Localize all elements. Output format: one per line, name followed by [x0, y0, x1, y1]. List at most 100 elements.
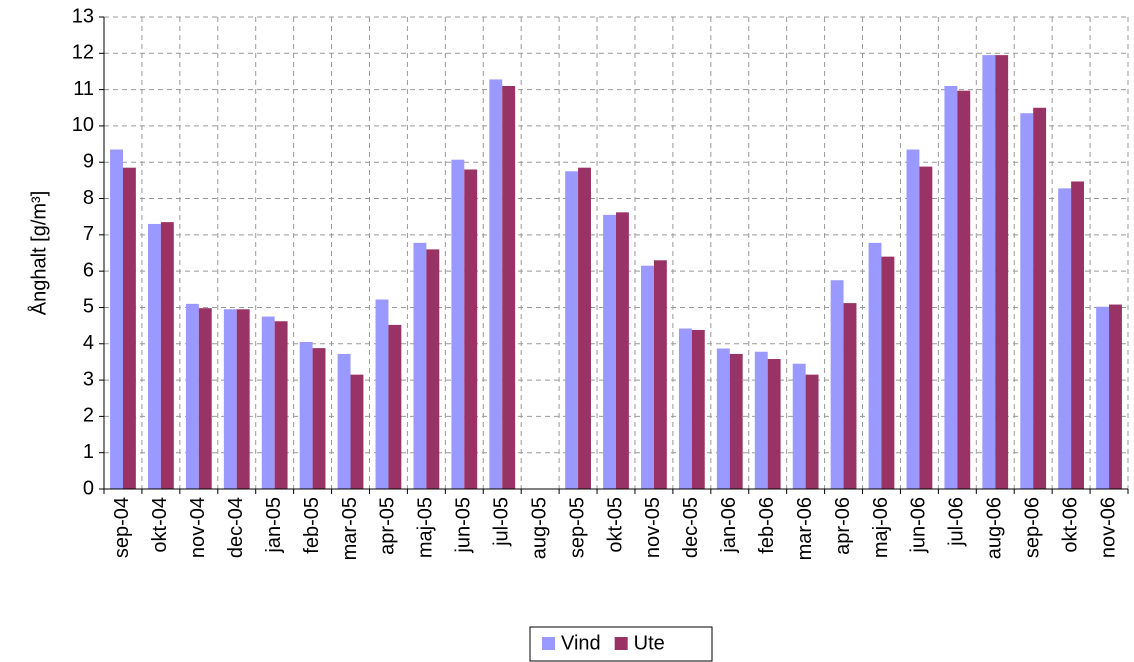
- y-tick-label: 13: [72, 5, 94, 27]
- bar: [337, 353, 351, 489]
- x-tick-label: jul-05: [491, 497, 513, 547]
- bar: [603, 214, 616, 489]
- x-tick-label: nov-04: [187, 497, 209, 558]
- bar: [236, 309, 250, 489]
- y-tick-label: 0: [83, 477, 94, 499]
- legend-swatch: [542, 637, 555, 650]
- legend-label: Vind: [561, 632, 601, 654]
- bar: [312, 348, 326, 489]
- y-tick-label: 2: [83, 405, 94, 427]
- x-tick-label: nov-05: [642, 497, 664, 558]
- bar: [426, 249, 440, 489]
- bar: [767, 359, 781, 489]
- x-tick-label: apr-05: [377, 497, 399, 555]
- bar: [1058, 188, 1072, 489]
- x-tick-label: dec-05: [680, 497, 702, 558]
- bar: [729, 353, 743, 489]
- y-tick-label: 8: [83, 187, 94, 209]
- bar: [578, 167, 591, 489]
- bar: [716, 348, 730, 489]
- bar: [375, 299, 389, 489]
- x-tick-label: aug-05: [528, 497, 550, 559]
- bar: [1096, 306, 1110, 489]
- bar: [653, 260, 667, 489]
- x-tick-label: mar-05: [339, 497, 361, 560]
- x-tick-label: sep-05: [566, 497, 588, 558]
- bar: [502, 85, 516, 489]
- bar: [1020, 113, 1034, 489]
- bar: [691, 329, 705, 489]
- bar: [830, 280, 844, 489]
- x-tick-label: sep-04: [111, 497, 133, 558]
- x-tick-label: okt-04: [149, 497, 171, 553]
- x-tick-label: jun-06: [908, 497, 930, 554]
- bar: [261, 316, 275, 489]
- bar: [223, 309, 237, 489]
- bar: [388, 324, 402, 489]
- x-tick-label: maj-06: [870, 497, 892, 558]
- bar: [754, 351, 768, 489]
- legend-label: Ute: [634, 632, 665, 654]
- x-tick-label: nov-06: [1097, 497, 1119, 558]
- y-tick-label: 3: [83, 368, 94, 390]
- y-tick-label: 7: [83, 223, 94, 245]
- y-tick-label: 1: [83, 441, 94, 463]
- y-tick-label: 10: [72, 114, 94, 136]
- x-tick-label: feb-06: [756, 497, 778, 554]
- x-tick-label: maj-05: [415, 497, 437, 558]
- bar: [982, 55, 996, 489]
- bar: [792, 363, 806, 489]
- x-tick-label: feb-05: [301, 497, 323, 554]
- x-tick-label: okt-05: [604, 497, 626, 553]
- legend: Vind Ute: [529, 626, 713, 662]
- x-tick-label: apr-06: [832, 497, 854, 555]
- y-tick-label: 9: [83, 151, 94, 173]
- x-tick-label: mar-06: [794, 497, 816, 560]
- x-tick-label: jun-05: [453, 497, 475, 554]
- bar: [957, 90, 971, 489]
- bar: [198, 308, 212, 489]
- bar: [1071, 181, 1085, 489]
- bar: [451, 159, 465, 490]
- bar: [919, 166, 933, 489]
- y-tick-label: 11: [73, 78, 94, 100]
- bar: [881, 256, 895, 489]
- bar: [185, 303, 199, 489]
- bar: [641, 265, 654, 489]
- bar: [160, 222, 174, 489]
- bar: [110, 149, 123, 489]
- y-tick-label: 4: [83, 332, 94, 354]
- bar: [843, 303, 857, 489]
- x-tick-label: dec-04: [225, 497, 247, 558]
- y-tick-label: 5: [83, 296, 94, 318]
- x-tick-label: jul-06: [946, 497, 968, 547]
- x-tick-label: aug-06: [984, 497, 1006, 559]
- bar: [274, 321, 288, 489]
- bar: [489, 79, 503, 490]
- bar: [1033, 107, 1047, 490]
- bar: [413, 242, 427, 489]
- bar: [122, 167, 136, 489]
- bar: [464, 169, 478, 489]
- bar: [565, 171, 579, 490]
- y-tick-label: 12: [72, 42, 94, 64]
- x-tick-label: jan-05: [263, 497, 285, 554]
- bar: [299, 341, 313, 489]
- x-tick-label: okt-06: [1059, 497, 1081, 553]
- bar: [678, 328, 692, 489]
- bar: [1109, 304, 1122, 489]
- bar: [616, 212, 629, 489]
- x-tick-label: sep-06: [1021, 497, 1043, 558]
- bar: [868, 242, 882, 489]
- bar: [944, 85, 958, 489]
- bar: [906, 149, 920, 489]
- bar: [995, 55, 1009, 489]
- y-axis-label: Ånghalt [g/m³]: [27, 191, 50, 316]
- bar: [147, 223, 161, 489]
- legend-swatch: [614, 637, 628, 650]
- y-tick-label: 6: [83, 259, 94, 281]
- bar: [350, 374, 364, 489]
- x-tick-label: jan-06: [718, 497, 740, 554]
- bar: [805, 374, 819, 489]
